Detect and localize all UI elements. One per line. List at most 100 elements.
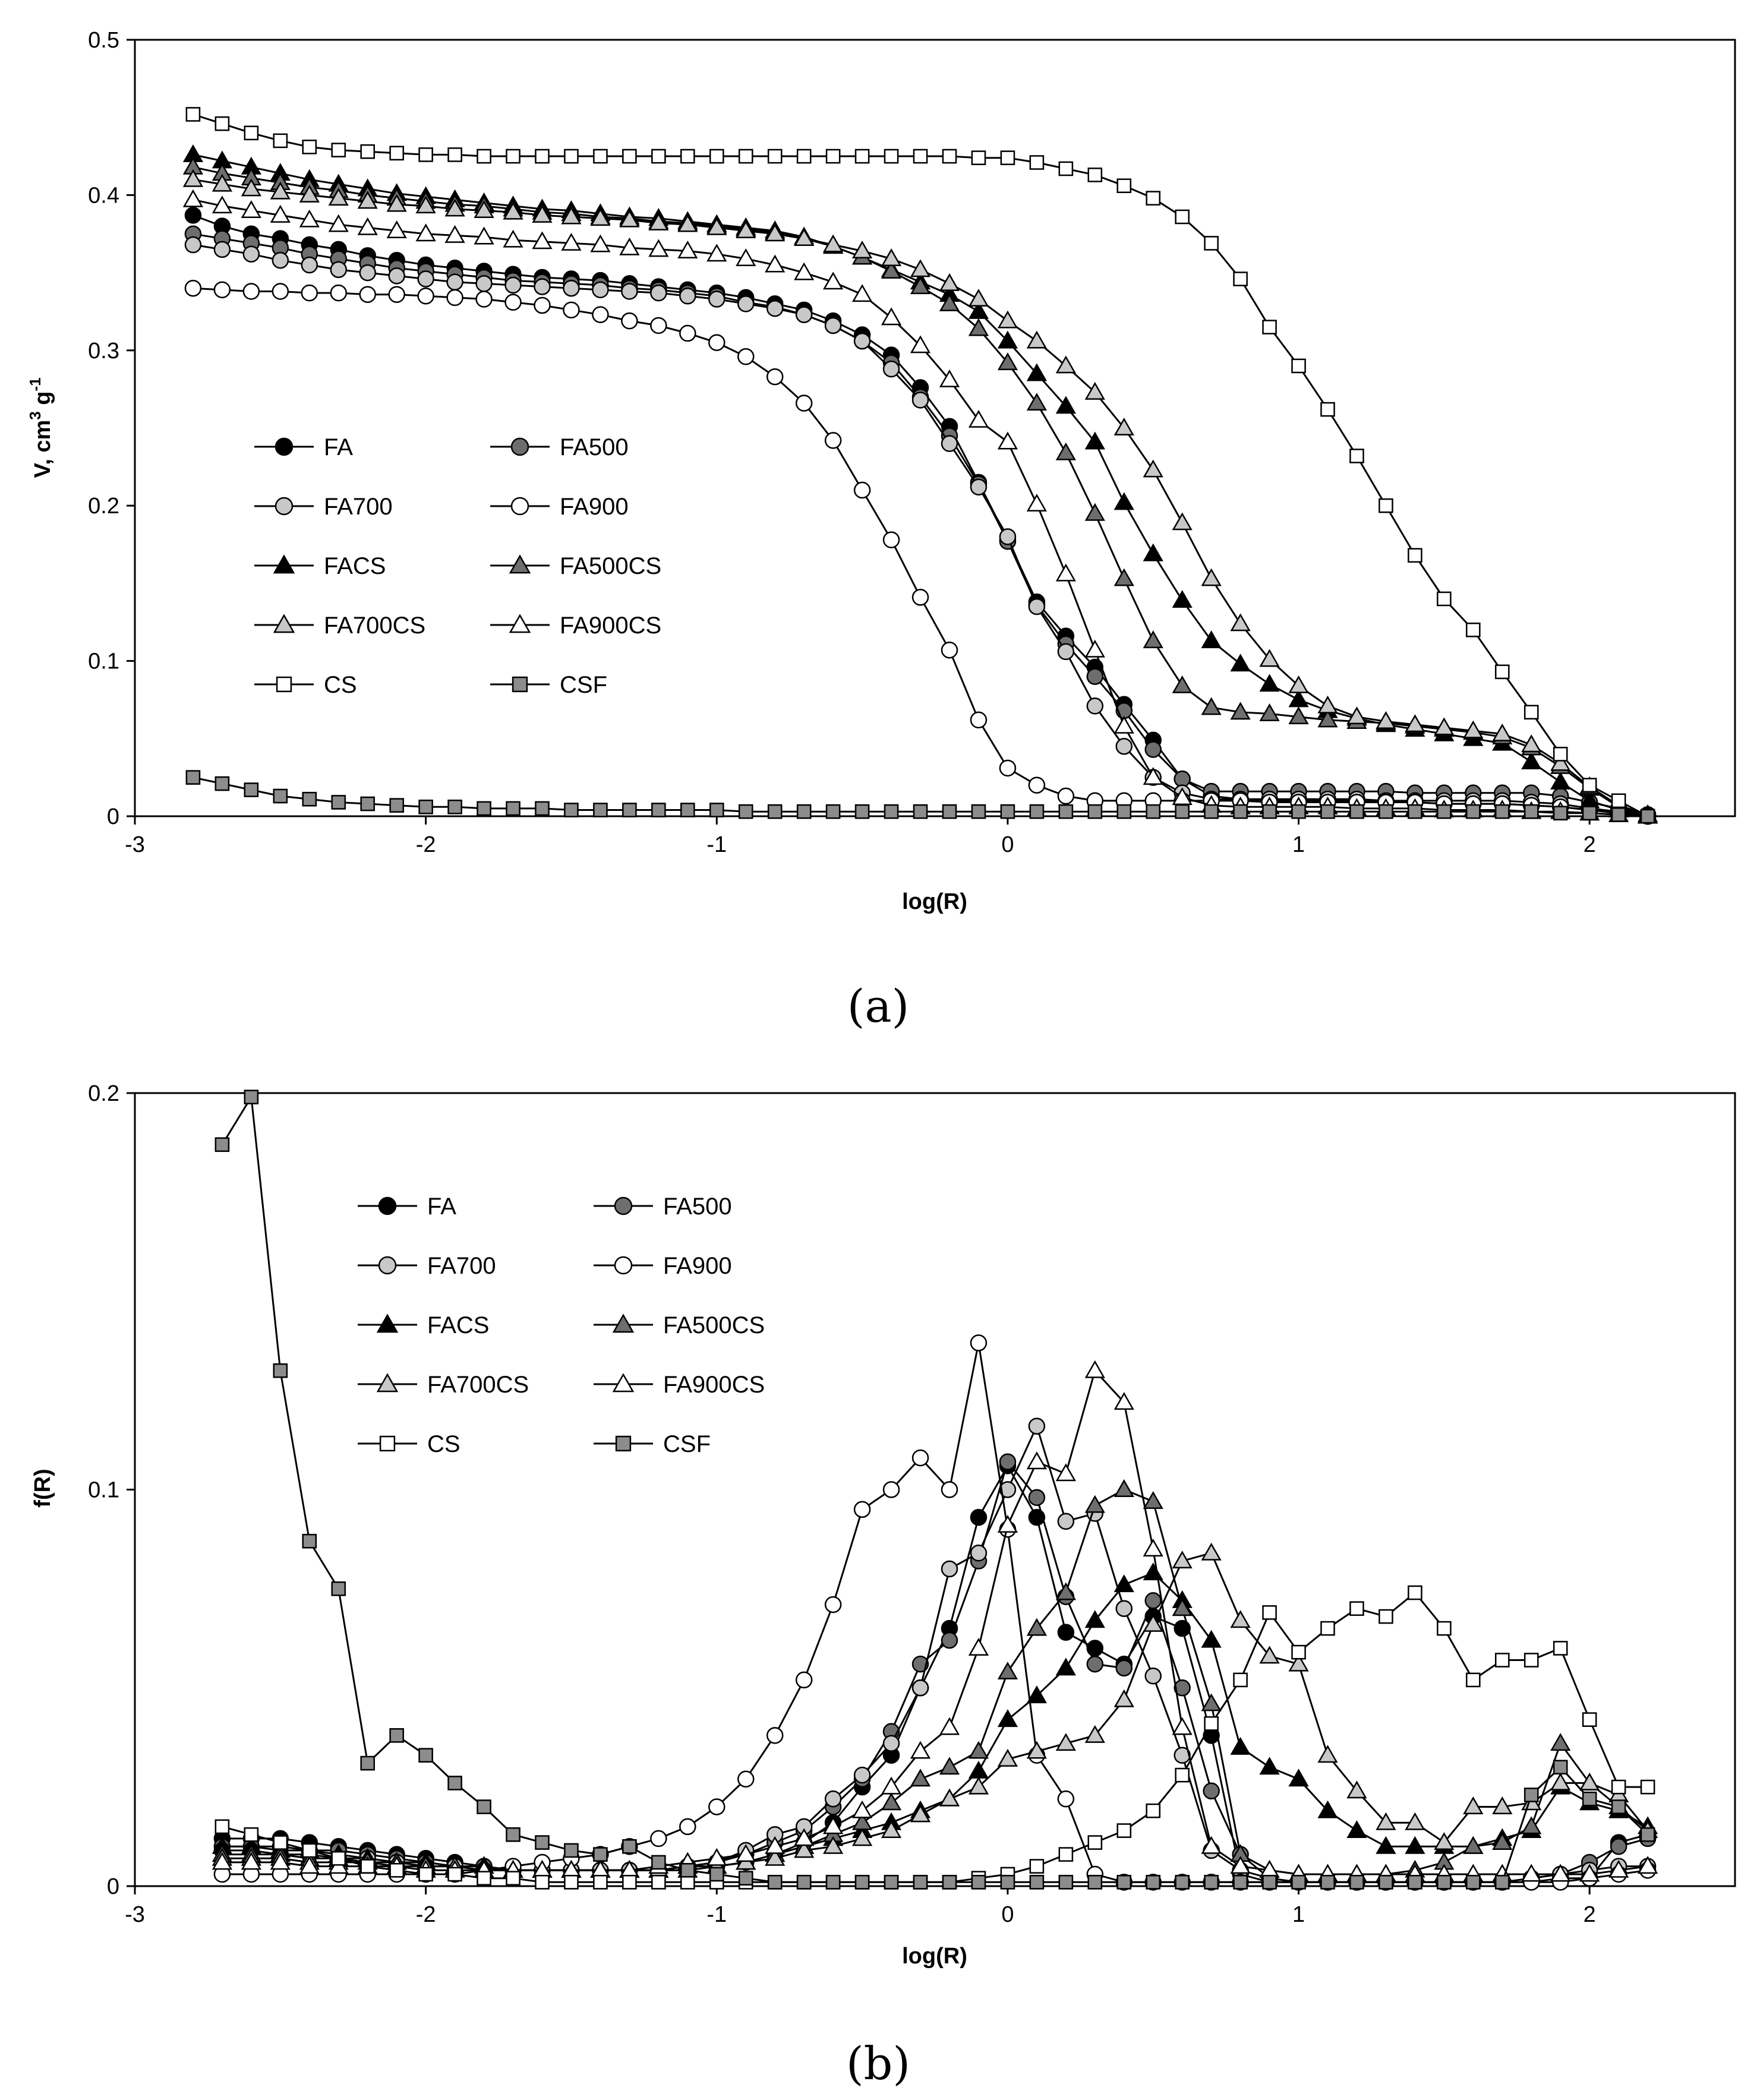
legend-marker — [510, 437, 529, 456]
data-point-fa700cs — [1259, 649, 1280, 667]
data-point-fa900 — [708, 334, 725, 351]
data-point-fa900cs — [1201, 1836, 1222, 1854]
legend-label: CSF — [663, 1431, 711, 1457]
data-point-fa900 — [272, 283, 289, 300]
legend-label: FA900CS — [560, 612, 661, 639]
data-point-csf — [215, 776, 230, 791]
data-point-fa700 — [534, 278, 551, 295]
data-point-csf — [1437, 804, 1452, 819]
data-point-cs — [1233, 1672, 1248, 1688]
data-point-fa900 — [941, 1481, 958, 1498]
data-point-csf — [535, 801, 550, 816]
data-point-cs — [564, 1875, 579, 1890]
data-point-fa900cs — [1113, 1392, 1134, 1410]
data-point-fa500cs — [1550, 1733, 1571, 1751]
data-point-cs — [680, 149, 695, 164]
legend-item-facs: FACS — [358, 1312, 489, 1338]
data-point-fa — [1057, 1624, 1075, 1641]
data-point-csf — [447, 800, 462, 814]
data-point-fa700cs — [503, 201, 523, 220]
x-tick-label: -3 — [125, 832, 145, 857]
legend-marker — [512, 676, 528, 693]
data-point-fa700 — [650, 284, 667, 302]
data-point-fa700 — [592, 281, 609, 299]
data-point-facs — [1550, 772, 1571, 790]
data-point-fa900cs — [881, 1776, 902, 1795]
data-point-fa500cs — [1026, 1618, 1047, 1636]
data-point-fa500cs — [1113, 1479, 1134, 1497]
data-point-csf — [1408, 804, 1422, 819]
data-point-fa700 — [999, 1481, 1017, 1498]
data-point-fa700cs — [736, 220, 756, 238]
data-point-facs — [1230, 1736, 1251, 1755]
data-point-fa700cs — [1405, 714, 1425, 732]
data-point-csf — [535, 1835, 550, 1850]
data-point-fa700 — [1174, 1747, 1191, 1764]
data-point-fa900 — [795, 394, 813, 412]
legend-marker — [509, 614, 531, 633]
data-point-fa500cs — [1201, 1693, 1222, 1711]
data-point-fa700cs — [1143, 1613, 1163, 1632]
data-point-cs — [1233, 271, 1248, 286]
data-point-csf — [1379, 804, 1393, 819]
data-point-fa900cs — [212, 1852, 232, 1870]
data-point-fa900cs — [823, 1816, 844, 1834]
data-point-cs — [244, 125, 259, 141]
data-point-fa900 — [301, 284, 318, 302]
legend-item-fa: FA — [254, 434, 353, 460]
data-point-cs — [1523, 1653, 1539, 1668]
data-point-csf — [418, 800, 433, 814]
data-point-csf — [1291, 804, 1306, 819]
data-point-csf — [1582, 806, 1597, 821]
data-point-csf — [796, 804, 812, 819]
data-point-csf — [680, 1863, 695, 1878]
data-point-csf — [418, 1748, 433, 1763]
data-point-cs — [477, 1871, 491, 1886]
data-point-fa700 — [911, 1679, 929, 1697]
data-point-fa700 — [621, 283, 638, 300]
data-point-facs — [1288, 1769, 1309, 1787]
data-point-csf — [942, 1875, 957, 1890]
data-point-csf — [622, 803, 637, 817]
data-point-fa900cs — [706, 244, 727, 262]
data-point-fa500cs — [881, 261, 902, 279]
legend-marker — [378, 1196, 397, 1215]
data-point-fa900 — [504, 293, 522, 311]
data-point-cs — [854, 149, 870, 164]
data-point-fa700cs — [590, 208, 611, 226]
data-point-fa500cs — [1288, 706, 1309, 725]
data-point-cs — [738, 149, 753, 164]
data-point-csf — [651, 1855, 666, 1870]
data-point-csf — [1175, 804, 1190, 819]
data-point-fa500cs — [1521, 1816, 1542, 1834]
y-tick-label: 0.1 — [88, 1478, 119, 1503]
data-point-facs — [1172, 590, 1193, 608]
legend-item-fa700: FA700 — [254, 494, 393, 520]
data-point-csf — [1262, 1875, 1277, 1890]
data-point-fa700cs — [1346, 706, 1367, 725]
axis-ticks-b: -3 -2 -1 0 1 2 0 0.1 0.2 — [88, 1081, 1596, 1927]
legend-marker — [379, 1435, 396, 1452]
data-point-fa700cs — [299, 184, 320, 203]
data-point-cs — [1320, 402, 1335, 417]
data-point-fa900 — [1028, 776, 1046, 794]
data-point-csf — [1262, 804, 1277, 819]
data-point-csf — [1146, 1875, 1161, 1890]
data-point-fa900cs — [1084, 1360, 1105, 1378]
data-point-cs — [1087, 1835, 1103, 1850]
data-point-fa900cs — [881, 307, 902, 326]
data-point-fa900cs — [1550, 1864, 1571, 1882]
legend-label: FA — [324, 434, 353, 460]
legend-item-fa900cs: FA900CS — [490, 612, 661, 639]
data-point-fa900 — [766, 368, 784, 386]
data-point-fa900cs — [1172, 787, 1193, 806]
data-point-fa900cs — [386, 220, 407, 238]
data-point-csf — [244, 782, 259, 797]
legend-item-fa700: FA700 — [358, 1253, 496, 1279]
x-tick-label: 2 — [1583, 832, 1596, 857]
data-point-csf — [1116, 804, 1132, 819]
data-point-fa900cs — [532, 231, 553, 250]
data-point-csf — [1058, 804, 1074, 819]
data-point-fa — [970, 1508, 988, 1526]
data-point-cs — [244, 1827, 259, 1842]
